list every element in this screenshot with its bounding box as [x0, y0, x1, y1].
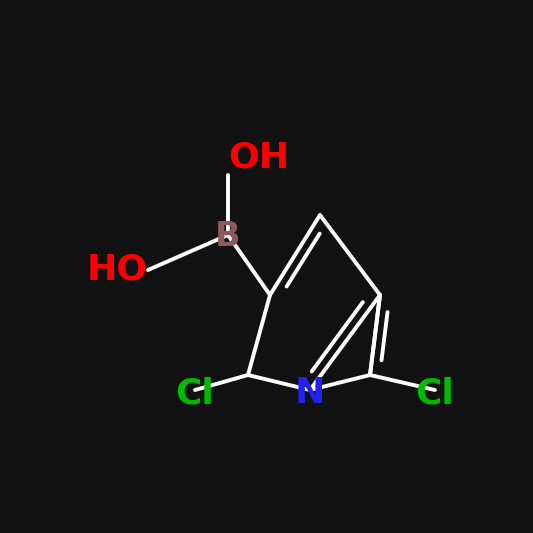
Text: HO: HO	[87, 253, 148, 287]
Text: B: B	[215, 221, 241, 254]
Text: OH: OH	[228, 141, 289, 175]
Text: Cl: Cl	[416, 376, 454, 410]
Text: Cl: Cl	[176, 376, 214, 410]
Text: N: N	[295, 376, 325, 410]
